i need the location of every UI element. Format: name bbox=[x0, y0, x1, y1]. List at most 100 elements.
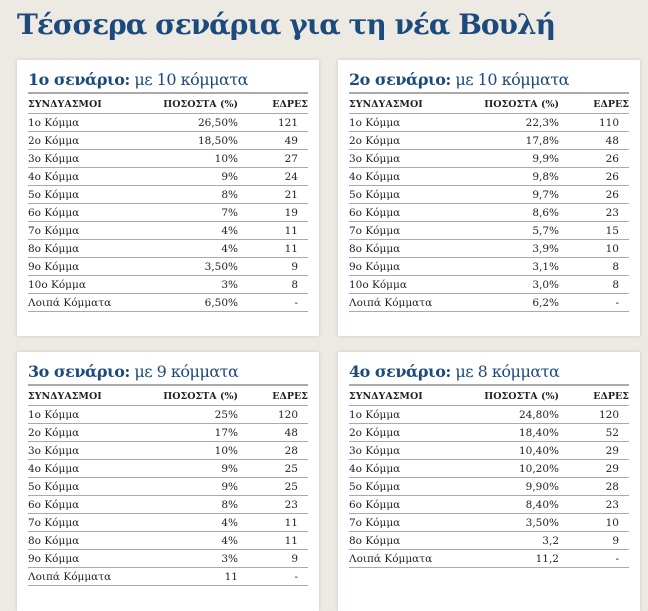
party-percent: 3% bbox=[148, 549, 238, 568]
table-row: 1ο Κόμμα 25% 120 bbox=[28, 405, 308, 424]
party-name: 1ο Κόμμα bbox=[28, 113, 148, 132]
party-name: 8ο Κόμμα bbox=[28, 531, 148, 550]
table-row: 4ο Κόμμα 10,20% 29 bbox=[349, 459, 629, 478]
table-header: ΣΥΝΔΥΑΣΜΟΙ ΠΟΣΟΣΤΑ (%) ΕΔΡΕΣ bbox=[349, 96, 629, 114]
party-name: 10ο Κόμμα bbox=[28, 275, 148, 294]
header-name: ΣΥΝΔΥΑΣΜΟΙ bbox=[28, 388, 148, 406]
party-percent: 3,50% bbox=[469, 513, 559, 532]
scenario-heading: 1ο σενάριο: με 10 κόμματα bbox=[28, 70, 308, 94]
party-percent: 3,2 bbox=[469, 531, 559, 550]
header-percent: ΠΟΣΟΣΤΑ (%) bbox=[148, 96, 238, 114]
party-percent: 9% bbox=[148, 459, 238, 478]
party-name: 2ο Κόμμα bbox=[349, 131, 469, 150]
party-seats: 8 bbox=[559, 275, 629, 294]
party-percent: 8,6% bbox=[469, 203, 559, 222]
party-name: 5ο Κόμμα bbox=[28, 185, 148, 204]
scenario-description: με 10 κόμματα bbox=[129, 70, 248, 89]
header-seats: ΕΔΡΕΣ bbox=[559, 96, 629, 114]
party-name: 6ο Κόμμα bbox=[28, 495, 148, 514]
party-percent: 4% bbox=[148, 531, 238, 550]
party-percent: 24,80% bbox=[469, 405, 559, 424]
table-header: ΣΥΝΔΥΑΣΜΟΙ ΠΟΣΟΣΤΑ (%) ΕΔΡΕΣ bbox=[349, 388, 629, 406]
table-row: 7ο Κόμμα 4% 11 bbox=[28, 221, 308, 240]
scenario-card-2: 2ο σενάριο: με 10 κόμματα ΣΥΝΔΥΑΣΜΟΙ ΠΟΣ… bbox=[338, 60, 640, 336]
table-row: 10ο Κόμμα 3% 8 bbox=[28, 275, 308, 294]
party-seats: 21 bbox=[238, 185, 308, 204]
party-name: 4ο Κόμμα bbox=[28, 167, 148, 186]
header-percent: ΠΟΣΟΣΤΑ (%) bbox=[469, 96, 559, 114]
table-row: 8ο Κόμμα 4% 11 bbox=[28, 531, 308, 550]
header-seats: ΕΔΡΕΣ bbox=[238, 388, 308, 406]
party-percent: 5,7% bbox=[469, 221, 559, 240]
party-percent: 6,50% bbox=[148, 293, 238, 312]
scenario-number: 3ο σενάριο: bbox=[28, 362, 130, 381]
party-seats: 26 bbox=[559, 167, 629, 186]
header-name: ΣΥΝΔΥΑΣΜΟΙ bbox=[349, 388, 469, 406]
table-row: 3ο Κόμμα 10,40% 29 bbox=[349, 441, 629, 460]
party-percent: 3,1% bbox=[469, 257, 559, 276]
results-table: ΣΥΝΔΥΑΣΜΟΙ ΠΟΣΟΣΤΑ (%) ΕΔΡΕΣ 1ο Κόμμα 26… bbox=[28, 96, 308, 312]
party-name: 7ο Κόμμα bbox=[349, 513, 469, 532]
table-header: ΣΥΝΔΥΑΣΜΟΙ ΠΟΣΟΣΤΑ (%) ΕΔΡΕΣ bbox=[28, 388, 308, 406]
table-row: 9ο Κόμμα 3,1% 8 bbox=[349, 257, 629, 276]
party-percent: 3,50% bbox=[148, 257, 238, 276]
party-name: 1ο Κόμμα bbox=[28, 405, 148, 424]
party-percent: 11,2 bbox=[469, 549, 559, 568]
table-row: 6ο Κόμμα 8,40% 23 bbox=[349, 495, 629, 514]
table-row: 6ο Κόμμα 8,6% 23 bbox=[349, 203, 629, 222]
party-seats: 9 bbox=[559, 531, 629, 550]
party-percent: 11 bbox=[148, 567, 238, 586]
party-seats: 28 bbox=[238, 441, 308, 460]
table-row: 8ο Κόμμα 4% 11 bbox=[28, 239, 308, 258]
party-seats: 11 bbox=[238, 513, 308, 532]
page-title: Τέσσερα σενάρια για τη νέα Βουλή bbox=[17, 8, 556, 41]
table-row: 6ο Κόμμα 8% 23 bbox=[28, 495, 308, 514]
table-row: 7ο Κόμμα 3,50% 10 bbox=[349, 513, 629, 532]
table-row: 7ο Κόμμα 4% 11 bbox=[28, 513, 308, 532]
party-seats: 121 bbox=[238, 113, 308, 132]
party-percent: 3,0% bbox=[469, 275, 559, 294]
table-row: Λοιπά Κόμματα 11,2 - bbox=[349, 549, 629, 568]
party-seats: 48 bbox=[238, 423, 308, 442]
party-seats: 15 bbox=[559, 221, 629, 240]
party-percent: 4% bbox=[148, 239, 238, 258]
table-row: 5ο Κόμμα 9% 25 bbox=[28, 477, 308, 496]
table-row: 5ο Κόμμα 9,90% 28 bbox=[349, 477, 629, 496]
party-name: 5ο Κόμμα bbox=[349, 477, 469, 496]
party-seats: 10 bbox=[559, 239, 629, 258]
party-name: 6ο Κόμμα bbox=[349, 203, 469, 222]
header-seats: ΕΔΡΕΣ bbox=[238, 96, 308, 114]
header-percent: ΠΟΣΟΣΤΑ (%) bbox=[469, 388, 559, 406]
party-seats: 9 bbox=[238, 257, 308, 276]
party-percent: 22,3% bbox=[469, 113, 559, 132]
party-percent: 8% bbox=[148, 185, 238, 204]
scenario-heading: 4ο σενάριο: με 8 κόμματα bbox=[349, 362, 629, 386]
table-row: 8ο Κόμμα 3,9% 10 bbox=[349, 239, 629, 258]
party-name: 5ο Κόμμα bbox=[28, 477, 148, 496]
party-name: 3ο Κόμμα bbox=[349, 441, 469, 460]
scenario-card-1: 1ο σενάριο: με 10 κόμματα ΣΥΝΔΥΑΣΜΟΙ ΠΟΣ… bbox=[17, 60, 319, 336]
scenario-description: με 9 κόμματα bbox=[129, 362, 239, 381]
table-row: 2ο Κόμμα 17,8% 48 bbox=[349, 131, 629, 150]
party-name: 6ο Κόμμα bbox=[28, 203, 148, 222]
party-seats: 110 bbox=[559, 113, 629, 132]
party-seats: 23 bbox=[238, 495, 308, 514]
party-percent: 6,2% bbox=[469, 293, 559, 312]
table-row: 1ο Κόμμα 24,80% 120 bbox=[349, 405, 629, 424]
table-row: 2ο Κόμμα 18,40% 52 bbox=[349, 423, 629, 442]
party-name: 6ο Κόμμα bbox=[349, 495, 469, 514]
party-percent: 3,9% bbox=[469, 239, 559, 258]
party-seats: 8 bbox=[238, 275, 308, 294]
table-row: Λοιπά Κόμματα 11 - bbox=[28, 567, 308, 586]
party-percent: 17,8% bbox=[469, 131, 559, 150]
party-seats: 11 bbox=[238, 239, 308, 258]
party-name: 7ο Κόμμα bbox=[349, 221, 469, 240]
party-name: 7ο Κόμμα bbox=[28, 221, 148, 240]
party-name: 4ο Κόμμα bbox=[28, 459, 148, 478]
party-name: 9ο Κόμμα bbox=[28, 257, 148, 276]
party-percent: 9% bbox=[148, 477, 238, 496]
scenario-card-4: 4ο σενάριο: με 8 κόμματα ΣΥΝΔΥΑΣΜΟΙ ΠΟΣΟ… bbox=[338, 352, 640, 611]
scenario-description: με 10 κόμματα bbox=[450, 70, 569, 89]
party-percent: 26,50% bbox=[148, 113, 238, 132]
scenario-heading: 3ο σενάριο: με 9 κόμματα bbox=[28, 362, 308, 386]
